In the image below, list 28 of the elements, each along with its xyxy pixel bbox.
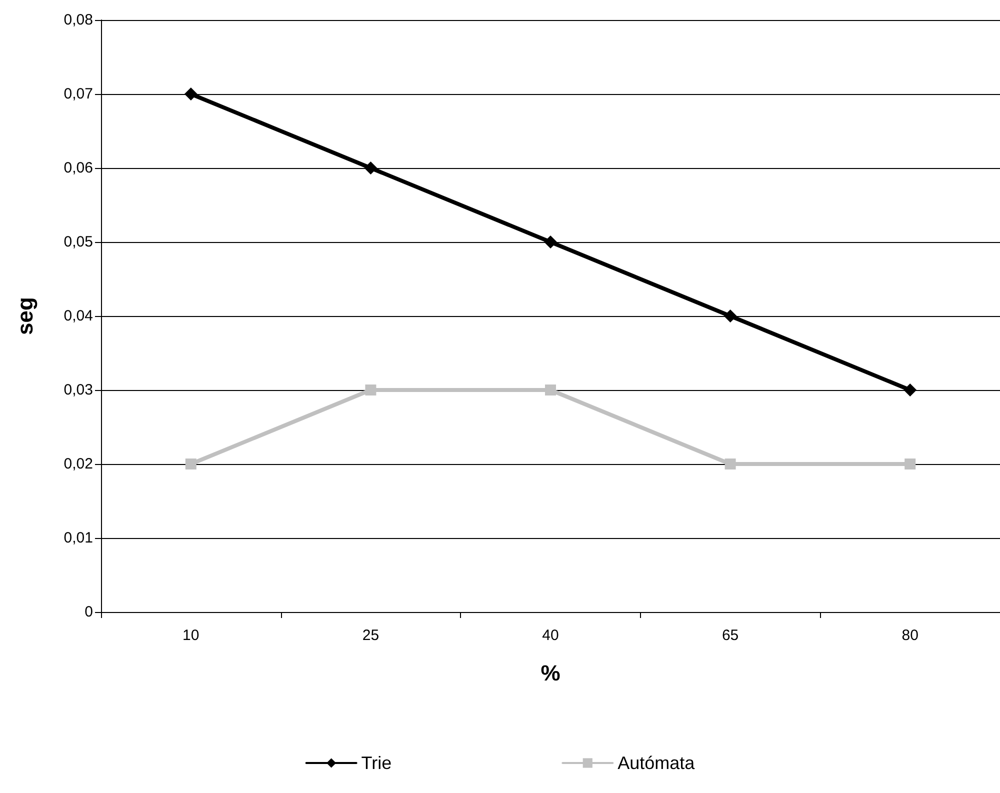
y-tick-label: 0,04	[64, 308, 93, 324]
point	[724, 458, 736, 470]
y-tick-label: 0,08	[64, 12, 93, 28]
point	[364, 162, 378, 174]
x-tick-label: 65	[722, 627, 739, 644]
point	[185, 458, 196, 470]
y-tick-label: 0,06	[64, 160, 93, 176]
y-tick-label: 0	[84, 604, 93, 620]
y-tick-label: 0,05	[64, 234, 93, 250]
point	[724, 310, 737, 322]
x-tick-label: 25	[362, 627, 380, 644]
point	[365, 384, 376, 396]
y-tick-label: 0,01	[64, 530, 93, 546]
x-tick-label: 80	[902, 627, 918, 644]
point	[904, 458, 916, 470]
point	[544, 236, 557, 248]
x-tick-label: 40	[542, 627, 559, 644]
point	[904, 384, 917, 396]
x-tick-label: 10	[182, 627, 200, 644]
y-tick-label: 0,07	[64, 86, 93, 102]
y-tick-label: 0,03	[64, 382, 93, 398]
legend-label: Autómata	[618, 753, 696, 773]
legend-label: Trie	[361, 753, 392, 773]
y-axis-title: seg	[12, 297, 38, 335]
point	[184, 88, 198, 100]
y-tick-label: 0,02	[64, 456, 93, 472]
x-axis-title: %	[540, 660, 560, 686]
point	[545, 384, 556, 396]
